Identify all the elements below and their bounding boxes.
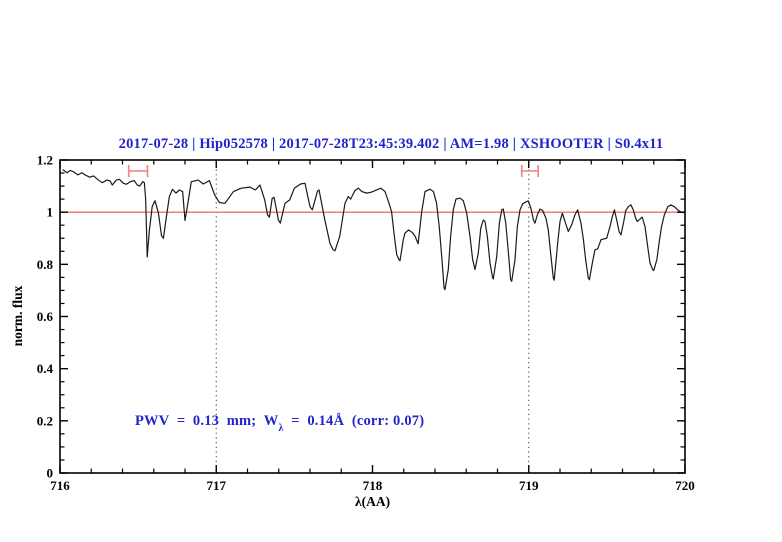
y-tick-label: 0.6: [37, 309, 54, 324]
y-tick-label: 0.2: [37, 413, 53, 428]
y-tick-label: 0: [47, 466, 54, 481]
y-tick-label: 0.8: [37, 257, 54, 272]
y-tick-label: 0.4: [37, 361, 54, 376]
pwv-annotation: PWV = 0.13 mm; Wλ = 0.14Å (corr: 0.07): [135, 413, 425, 434]
spectrum-line: [62, 169, 685, 291]
x-tick-label: 718: [363, 478, 383, 493]
bracket-marker-1: [127, 164, 149, 177]
x-tick-label: 719: [519, 478, 539, 493]
pwv-annotation-main: PWV = 0.13 mm; W: [135, 413, 279, 429]
x-tick-label: 720: [675, 478, 695, 493]
x-tick-label: 716: [50, 478, 70, 493]
plot-title: 2017-07-28 | Hip052578 | 2017-07-28T23:4…: [118, 136, 664, 152]
y-tick-label: 1.2: [37, 153, 53, 168]
x-tick-label: 717: [207, 478, 227, 493]
x-axis-label: λ(AA): [354, 494, 391, 509]
y-tick-label: 1: [47, 205, 54, 220]
bracket-marker-2: [520, 164, 539, 177]
pwv-annotation-rest: = 0.14Å (corr: 0.07): [283, 413, 425, 429]
y-axis-label: norm. flux: [10, 285, 25, 347]
pwv-lambda-subscript: λ: [278, 422, 284, 434]
